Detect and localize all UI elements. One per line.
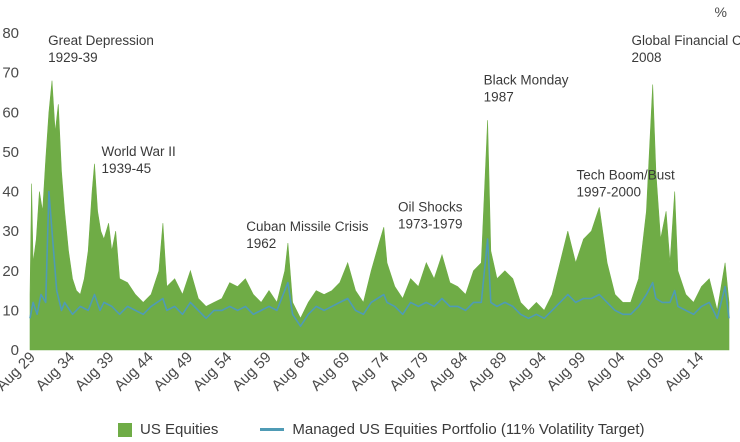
y-tick-label: 40 xyxy=(2,184,19,201)
annotation-line: Cuban Missile Crisis xyxy=(246,219,369,234)
x-tick-label: Aug 79 xyxy=(386,349,432,395)
annotation-label: Tech Boom/Bust 1997-2000 xyxy=(576,168,675,200)
annotation-label: Global Financial Crisis 2008 xyxy=(632,33,740,65)
annotation-line: Tech Boom/Bust xyxy=(576,168,675,183)
x-tick-label: Aug 44 xyxy=(111,349,157,395)
annotation-line: 1962 xyxy=(246,236,276,251)
x-tick-label: Aug 69 xyxy=(308,349,354,395)
annotation-line: Oil Shocks xyxy=(398,199,463,214)
legend-swatch-us-equities xyxy=(118,422,132,437)
legend: US Equities Managed US Equities Portfoli… xyxy=(118,421,645,438)
x-tick-label: Aug 84 xyxy=(426,349,472,395)
x-tick-label: Aug 74 xyxy=(347,349,393,395)
annotation-line: 1987 xyxy=(484,90,514,105)
annotation-line: 2008 xyxy=(632,50,662,65)
x-tick-label: Aug 94 xyxy=(504,349,550,395)
y-tick-label: 60 xyxy=(2,104,19,121)
us-equities-area xyxy=(29,80,730,351)
legend-label-us-equities: US Equities xyxy=(140,421,219,438)
annotation-line: Black Monday xyxy=(484,73,569,88)
us-equities-area-series xyxy=(29,80,730,351)
legend-label-managed-portfolio: Managed US Equities Portfolio (11% Volat… xyxy=(292,421,645,438)
x-tick-label: Aug 49 xyxy=(150,349,196,395)
x-tick-label: Aug 59 xyxy=(229,349,275,395)
x-tick-label: Aug 39 xyxy=(72,349,118,395)
annotation-line: Great Depression xyxy=(48,33,154,48)
x-tick-label: Aug 29 xyxy=(0,349,39,395)
y-tick-label: 10 xyxy=(2,302,19,319)
x-tick-label: Aug 34 xyxy=(33,349,79,395)
annotation-label: Great Depression 1929-39 xyxy=(48,33,154,65)
annotation-line: 1929-39 xyxy=(48,50,98,65)
annotation-label: Black Monday 1987 xyxy=(484,73,569,105)
x-tick-label: Aug 09 xyxy=(622,349,668,395)
y-axis: 0 10 20 30 40 50 60 70 80 xyxy=(2,25,19,359)
y-tick-label: 30 xyxy=(2,223,19,240)
x-tick-label: Aug 64 xyxy=(268,349,314,395)
x-tick-label: Aug 14 xyxy=(662,349,708,395)
managed-portfolio-line-series xyxy=(29,190,730,328)
annotation-line: 1997-2000 xyxy=(576,185,641,200)
annotations: Great Depression 1929-39 World War II 1939-… xyxy=(48,33,740,251)
annotation-line: 1973-1979 xyxy=(398,216,463,231)
annotation-line: 1939-45 xyxy=(102,161,152,176)
y-tick-label: 20 xyxy=(2,263,19,280)
annotation-label: World War II 1939-45 xyxy=(102,144,176,176)
x-tick-label: Aug 04 xyxy=(583,349,629,395)
volatility-chart: % 0 10 20 30 40 50 60 70 80 Great Depression 1929… xyxy=(0,4,740,395)
y-tick-label: 50 xyxy=(2,144,19,161)
annotation-line: World War II xyxy=(102,144,176,159)
annotation-label: Oil Shocks 1973-1979 xyxy=(398,199,463,231)
managed-portfolio-line xyxy=(29,190,730,328)
y-tick-label: 0 xyxy=(11,342,19,359)
annotation-label: Cuban Missile Crisis 1962 xyxy=(246,219,369,251)
x-tick-label: Aug 99 xyxy=(544,349,590,395)
y-tick-label: 80 xyxy=(2,25,19,42)
legend-swatch-managed-portfolio xyxy=(260,428,285,431)
y-unit-label: % xyxy=(715,4,727,20)
x-tick-label: Aug 89 xyxy=(465,349,511,395)
annotation-line: Global Financial Crisis xyxy=(632,33,740,48)
y-tick-label: 70 xyxy=(2,65,19,82)
x-tick-label: Aug 54 xyxy=(190,349,236,395)
